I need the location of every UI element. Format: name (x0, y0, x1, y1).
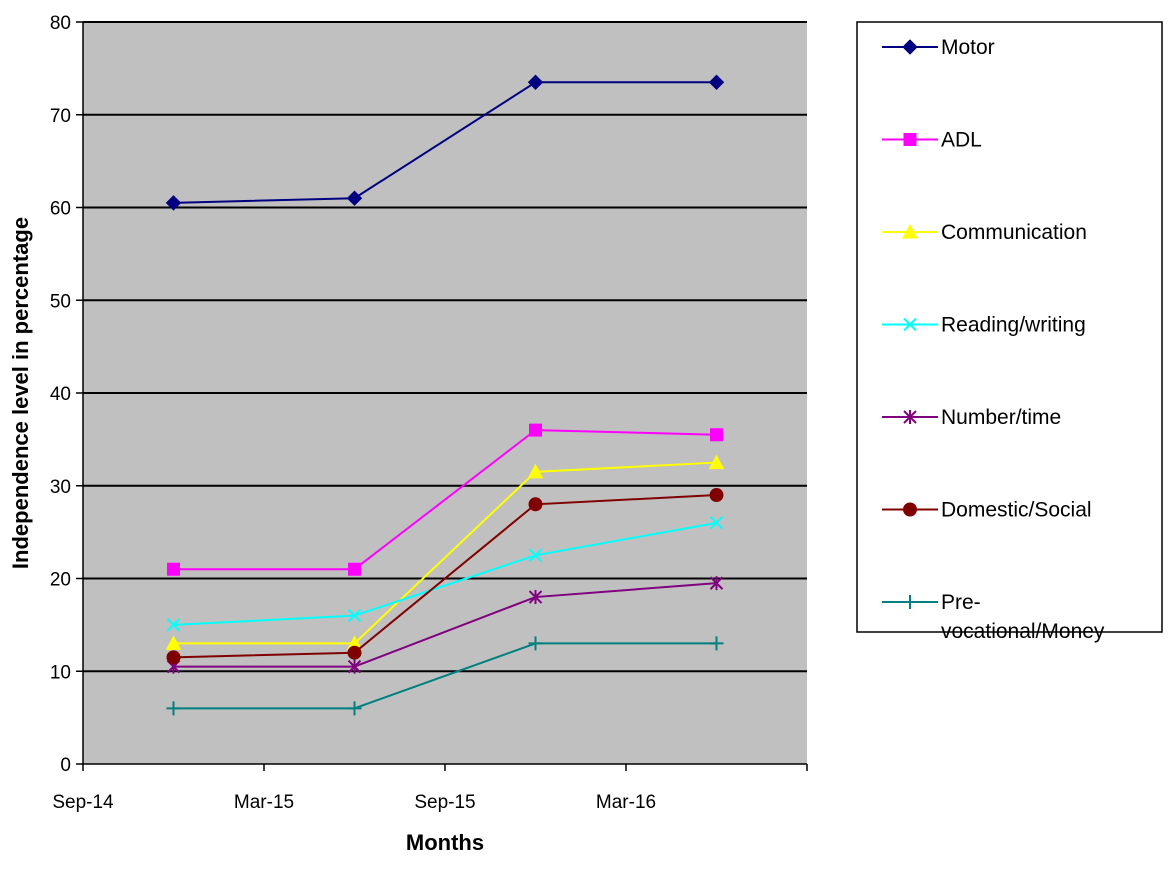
legend-marker (903, 317, 917, 332)
legend-label: Number/time (941, 406, 1061, 429)
series-reading-writing (166, 516, 724, 632)
data-point (166, 618, 181, 632)
legend-marker (902, 39, 918, 55)
data-point (709, 636, 724, 651)
legend-label: Pre- (941, 591, 981, 614)
data-point (346, 190, 363, 206)
y-tick-label: 30 (50, 477, 71, 498)
legend-item: Motor (882, 36, 995, 59)
data-point (347, 659, 362, 674)
data-point (528, 590, 543, 605)
data-point (709, 516, 724, 530)
x-tick-label: Sep-14 (52, 792, 114, 813)
legend-label: Motor (941, 36, 995, 59)
legend-label: Communication (941, 221, 1087, 244)
legend-item: ADL (882, 129, 982, 152)
y-tick-label: 10 (50, 662, 71, 683)
legend-item: Reading/writing (882, 314, 1086, 337)
y-tick-label: 70 (50, 106, 71, 127)
series-line (173, 494, 717, 659)
series-line (173, 461, 717, 645)
series-motor (165, 74, 725, 211)
x-tick-label: Mar-16 (596, 792, 656, 813)
legend-item: Communication (882, 221, 1087, 244)
data-point (527, 463, 544, 479)
data-point (347, 701, 362, 716)
data-point (708, 74, 725, 90)
data-point (347, 645, 362, 660)
data-point (528, 497, 543, 512)
data-point (166, 650, 181, 665)
series-line (173, 521, 717, 626)
data-point (167, 562, 180, 576)
x-axis-title: Months (406, 830, 484, 855)
legend-item: Domestic/Social (882, 499, 1092, 522)
data-point (165, 195, 182, 211)
data-point (165, 635, 182, 650)
y-tick-label: 20 (50, 570, 71, 591)
legend-marker (903, 410, 917, 424)
y-tick-label: 80 (50, 13, 71, 34)
data-point (528, 548, 543, 563)
data-point (710, 428, 723, 442)
legend-marker (903, 595, 917, 609)
series-line (173, 582, 717, 668)
legend-item: Pre-vocational/Money (882, 591, 1105, 643)
data-point (166, 701, 181, 716)
legend: Motor ADL Communication Reading/writing Numb… (856, 21, 1163, 643)
data-point (709, 576, 724, 591)
x-tick-label: Mar-15 (234, 792, 294, 813)
y-tick-label: 60 (50, 199, 71, 220)
legend-item: Number/time (882, 406, 1061, 429)
data-point (708, 454, 725, 470)
x-tick-label: Sep-15 (414, 792, 475, 813)
y-tick-label: 0 (60, 755, 71, 776)
series-lines (165, 74, 725, 716)
legend-label: Reading/writing (941, 314, 1086, 337)
series-line (173, 642, 717, 710)
series-pre-vocational-money (166, 636, 724, 716)
legend-marker (903, 133, 917, 146)
series-line (173, 429, 717, 571)
data-point (347, 608, 362, 623)
axes: 0 10 20 30 40 50 60 70 80 Sep-14 Mar-15 Sep-15 Mar-1… (50, 13, 808, 813)
legend-marker (902, 223, 918, 239)
series-adl (167, 423, 723, 576)
data-point (709, 488, 724, 503)
legend-label: vocational/Money (941, 620, 1105, 643)
legend-marker (903, 502, 917, 517)
legend-label: ADL (941, 129, 982, 152)
data-point (348, 562, 361, 576)
data-point (528, 636, 543, 651)
data-point (529, 423, 542, 437)
y-tick-label: 40 (50, 384, 71, 405)
series-domestic-social (166, 488, 724, 665)
data-point (527, 74, 544, 90)
legend-label: Domestic/Social (941, 499, 1092, 522)
series-line (173, 81, 717, 204)
series-number-time (166, 576, 724, 674)
series-communication (165, 454, 725, 650)
y-tick-label: 50 (50, 291, 71, 312)
y-axis-title: Independence level in percentage (8, 217, 33, 569)
